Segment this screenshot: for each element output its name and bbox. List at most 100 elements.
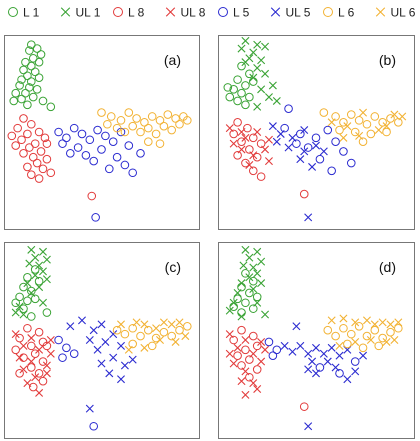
point-l-6 [144,123,153,133]
legend-label-l-1: L 1 [23,6,40,20]
point-ul-6 [374,126,383,135]
point-ul-8 [264,157,273,166]
point-l-8 [252,341,262,351]
point-l-8 [27,170,36,179]
point-ul-1 [225,306,234,315]
point-l-8 [46,168,56,178]
point-l-5 [97,145,106,154]
legend-label-l-6: L 6 [338,6,355,20]
point-ul-8 [237,145,246,154]
point-ul-5 [97,320,106,329]
point-ul-1 [35,283,44,292]
series-ul-5 [268,122,328,222]
point-ul-5 [304,365,313,374]
point-l-8 [233,351,242,360]
point-ul-1 [257,85,266,94]
point-l-5 [327,166,336,176]
point-l-5 [296,129,305,139]
point-ul-8 [249,151,258,160]
point-ul-5 [319,349,328,358]
point-l-6 [151,129,161,139]
point-l-5 [73,143,83,152]
point-ul-5 [312,343,320,352]
point-ul-8 [261,345,270,354]
point-l-8 [25,143,34,152]
point-l-5 [54,335,63,345]
point-l-5 [315,154,325,164]
legend-item-ul-5: UL 5 [270,6,311,20]
point-l-1 [17,94,26,104]
point-l-8 [38,164,48,174]
series-ul-5 [66,316,137,413]
point-ul-5 [101,337,110,346]
point-ul-1 [253,269,262,278]
point-ul-1 [272,96,281,105]
point-ul-6 [394,318,403,327]
legend-label-l-8: L 8 [128,6,145,20]
point-l-8 [32,158,42,168]
point-ul-5 [109,353,118,362]
point-l-1 [32,85,42,94]
series-ul-8 [225,124,273,169]
point-ul-6 [382,337,391,346]
point-ul-8 [46,349,55,358]
series-l-6 [97,108,192,148]
point-ul-6 [343,122,352,131]
point-ul-6 [327,118,336,127]
point-ul-8 [257,357,266,366]
point-ul-8 [229,359,238,368]
point-ul-5 [272,137,281,146]
point-l-5 [335,369,344,378]
point-ul-5 [296,341,305,350]
point-ul-6 [398,112,407,121]
point-ul-5 [304,349,313,358]
panel-d: (d) [218,242,415,439]
point-ul-8 [241,133,250,142]
point-ul-6 [339,314,348,323]
point-l-8 [15,333,24,343]
point-l-6 [136,127,145,137]
panel-a: (a) [4,35,200,230]
point-l-5 [66,149,75,158]
point-ul-5 [288,133,297,142]
point-l-8 [245,372,254,382]
series-l-8 [7,114,97,201]
point-l-1 [229,85,238,94]
point-ul-6 [140,343,149,352]
point-ul-5 [343,375,352,384]
point-l-1 [21,88,30,98]
point-ul-1 [39,267,47,276]
legend-item-ul-6: UL 6 [375,6,416,20]
point-l-1 [30,67,40,77]
point-ul-6 [390,336,399,344]
point-l-5 [69,349,79,359]
point-l-1 [19,282,28,292]
point-l-6 [167,331,176,341]
point-l-8 [42,139,52,148]
point-l-6 [147,341,157,351]
point-l-8 [36,147,46,156]
point-l-6 [175,325,184,335]
point-l-1 [15,81,24,90]
point-l-5 [284,104,293,114]
point-ul-5 [78,316,86,325]
point-l-1 [27,312,36,321]
panel-label-c: (c) [165,259,181,275]
point-l-1 [46,102,56,112]
point-ul-6 [167,320,176,329]
point-ul-5 [109,330,118,339]
point-ul-5 [331,363,340,372]
point-ul-1 [39,298,47,307]
point-ul-6 [351,318,360,327]
point-l-1 [30,265,40,274]
point-ul-1 [229,298,238,307]
point-l-1 [17,75,26,84]
point-l-1 [21,57,30,67]
point-l-8 [11,141,20,150]
legend-marker-l-1 [8,7,18,17]
point-l-6 [362,119,372,129]
series-ul-1 [11,245,51,319]
point-ul-5 [300,147,309,156]
point-ul-8 [249,349,258,358]
point-ul-5 [323,357,332,366]
